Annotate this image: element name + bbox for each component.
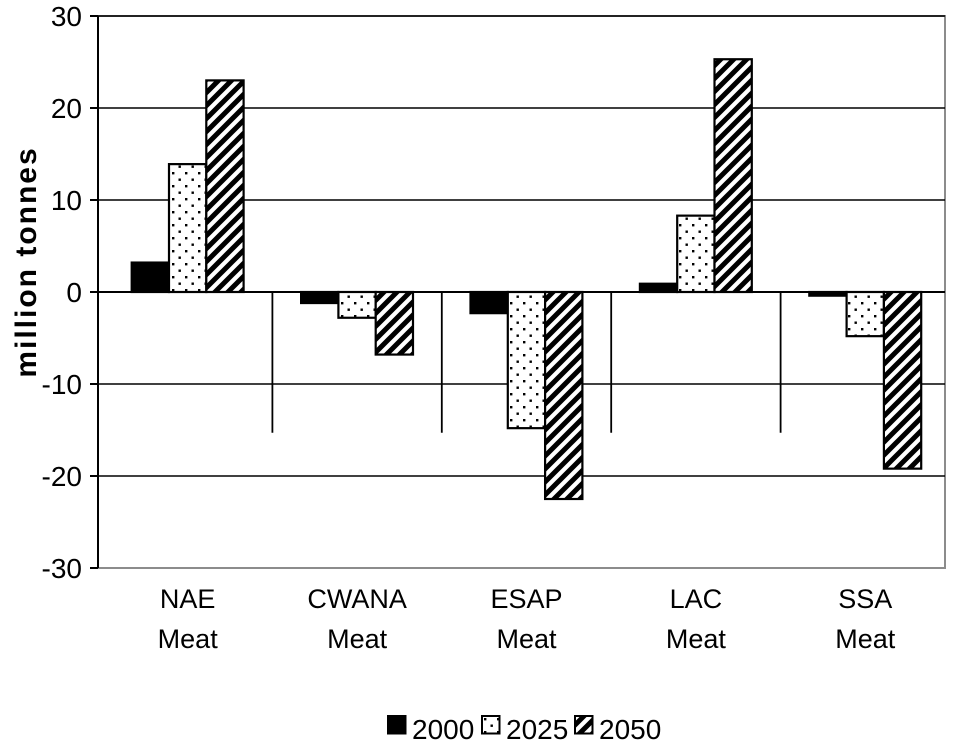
category-sublabel-LAC: Meat [666, 624, 727, 654]
y-tick-label--20: -20 [42, 461, 82, 492]
category-sublabel-CWANA: Meat [327, 624, 388, 654]
legend-marker-2025 [481, 715, 501, 735]
category-sublabel-ESAP: Meat [496, 624, 557, 654]
bar-2025-SSA [845, 290, 885, 338]
y-axis-ticks [90, 15, 98, 569]
category-label-LAC: LAC [670, 584, 723, 614]
category-label-CWANA: CWANA [307, 584, 407, 614]
bar-2000-NAE [130, 261, 171, 294]
bar-2000-CWANA [300, 290, 340, 305]
legend-marker-2050 [574, 715, 594, 735]
category-label-SSA: SSA [838, 584, 892, 614]
bar-2050-NAE [205, 79, 245, 294]
category-label-NAE: NAE [160, 584, 216, 614]
bar-2025-NAE [167, 163, 208, 294]
y-tick-label--10: -10 [42, 369, 82, 400]
y-tick-label-10: 10 [51, 185, 82, 216]
bar-2050-ESAP [543, 290, 584, 501]
category-label-ESAP: ESAP [490, 584, 562, 614]
bars [130, 58, 923, 501]
bar-2025-CWANA [337, 290, 377, 319]
x-axis-category-labels: NAE Meat CWANA Meat ESAP Meat LAC Meat SSA Meat [158, 584, 896, 654]
y-tick-label-30: 30 [51, 1, 82, 32]
bar-2050-SSA [882, 290, 923, 470]
bar-2000-ESAP [469, 290, 509, 315]
y-tick-label-20: 20 [51, 93, 82, 124]
legend-label-2000: 2000 [412, 714, 474, 743]
category-sublabel-SSA: Meat [835, 624, 896, 654]
y-tick-label-0: 0 [66, 277, 82, 308]
category-sublabel-NAE: Meat [158, 624, 219, 654]
bar-2025-ESAP [506, 290, 547, 430]
legend-label-2050: 2050 [599, 714, 661, 743]
legend: 2000 2025 2050 [387, 714, 661, 743]
legend-marker-2000 [387, 715, 407, 735]
legend-item-2050: 2050 [574, 714, 661, 743]
legend-item-2025: 2025 [481, 714, 568, 743]
y-axis-tick-labels: 30 20 10 0 -10 -20 -30 [42, 1, 82, 584]
bar-2000-LAC [638, 282, 679, 294]
legend-item-2000: 2000 [387, 714, 474, 743]
legend-label-2025: 2025 [506, 714, 568, 743]
bar-2050-CWANA [374, 290, 415, 356]
bar-2050-LAC [713, 58, 753, 294]
category-separators [271, 292, 782, 433]
y-tick-label--30: -30 [42, 553, 82, 584]
bar-2025-LAC [676, 214, 716, 294]
